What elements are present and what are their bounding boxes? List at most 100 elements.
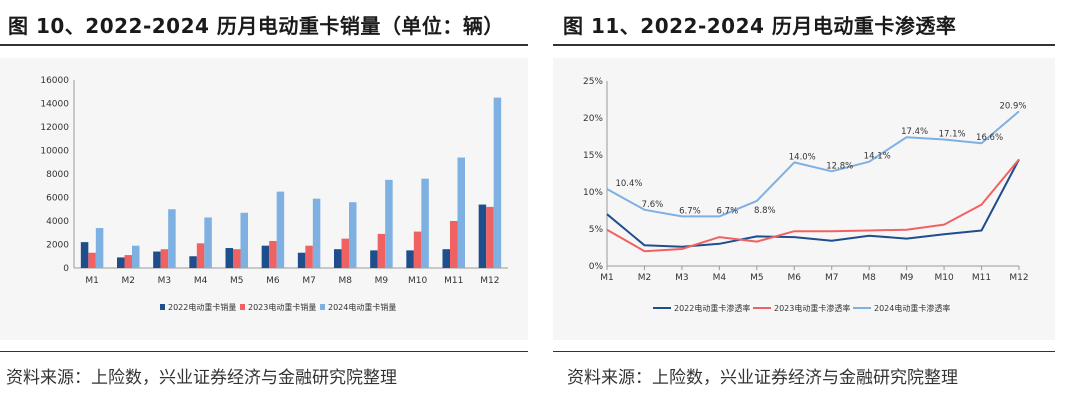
bar-2023电动重卡销量-M1 [88, 252, 96, 268]
bar-2023电动重卡销量-M3 [160, 249, 169, 268]
title-rule [553, 44, 1055, 46]
bar-2022电动重卡销量-M11 [442, 249, 450, 268]
y-tick-label: 6000 [46, 194, 69, 204]
sales-chart-panel: 图 10、2022-2024 历月电动重卡销量（单位：辆） 0 2000 4000 6… [0, 0, 528, 401]
penetration-chart-panel: 图 11、2022-2024 历月电动重卡渗透率 0% 5% 10% 15% 20% 25… [553, 0, 1080, 401]
x-tick-label: M11 [972, 273, 991, 283]
x-tick-label: M9 [375, 276, 389, 286]
y-tick-label: 25% [583, 77, 603, 87]
y-tick-label: 12000 [40, 123, 69, 133]
source-rule [0, 351, 528, 352]
bar-2023电动重卡销量-M11 [450, 221, 458, 268]
y-tick-label: 8000 [46, 170, 69, 180]
x-tick-label: M6 [788, 273, 802, 283]
data-label: 16.6% [976, 133, 1003, 143]
bar-2023电动重卡销量-M8 [341, 238, 349, 268]
bar-2022电动重卡销量-M8 [334, 249, 342, 268]
bar-2023电动重卡销量-M10 [413, 231, 422, 268]
legend-label: 2022电动重卡销量 [168, 302, 236, 312]
legend-label: 2023电动重卡销量 [248, 302, 316, 312]
legend-label: 2023电动重卡渗透率 [774, 303, 850, 313]
x-tick-label: M8 [339, 276, 353, 286]
bar-2024电动重卡销量-M12 [493, 97, 502, 268]
x-tick-label: M10 [934, 273, 953, 283]
bar-2022电动重卡销量-M9 [370, 250, 378, 268]
bar-2022电动重卡销量-M2 [117, 257, 125, 268]
legend-label: 2024电动重卡渗透率 [874, 303, 950, 313]
bar-2024电动重卡销量-M4 [204, 217, 212, 268]
line-2023电动重卡渗透率 [606, 158, 1020, 253]
x-tick-label: M2 [122, 276, 136, 286]
bar-2022电动重卡销量-M5 [225, 248, 233, 268]
y-tick-label: 2000 [46, 241, 69, 251]
sales-chart-title: 图 10、2022-2024 历月电动重卡销量（单位：辆） [8, 14, 504, 38]
bar-2024电动重卡销量-M8 [349, 202, 357, 268]
y-tick-label: 16000 [40, 76, 69, 86]
bar-2022电动重卡销量-M4 [189, 256, 197, 268]
bar-2022电动重卡销量-M1 [80, 242, 89, 268]
bar-2023电动重卡销量-M7 [305, 245, 313, 268]
x-tick-label: M7 [825, 273, 839, 283]
bar-2022电动重卡销量-M7 [297, 252, 306, 268]
bar-2024电动重卡销量-M2 [132, 245, 140, 268]
y-tick-label: 4000 [46, 217, 69, 227]
data-label: 6.7% [679, 206, 701, 216]
data-label: 7.6% [642, 200, 664, 210]
y-tick-label: 15% [583, 151, 603, 161]
title-rule [0, 44, 528, 46]
bar-2024电动重卡销量-M6 [276, 191, 285, 268]
x-tick-label: M6 [266, 276, 280, 286]
bar-2023电动重卡销量-M2 [124, 255, 132, 268]
bar-2022电动重卡销量-M6 [261, 245, 270, 268]
x-tick-label: M3 [675, 273, 689, 283]
sales-chart-source: 资料来源：上险数，兴业证券经济与金融研究院整理 [6, 368, 397, 388]
legend-label: 2024电动重卡销量 [328, 302, 396, 312]
data-label: 17.1% [939, 129, 966, 139]
legend-label: 2022电动重卡渗透率 [674, 303, 750, 313]
x-tick-label: M2 [638, 273, 652, 283]
bar-2024电动重卡销量-M7 [312, 198, 321, 268]
data-label: 14.0% [789, 152, 816, 162]
bar-2023电动重卡销量-M9 [377, 233, 386, 268]
legend-swatch-2022电动重卡销量 [160, 304, 165, 310]
data-label: 12.8% [826, 161, 853, 171]
y-tick-label: 10000 [40, 147, 69, 157]
data-label: 14.1% [864, 152, 891, 162]
source-rule [553, 351, 1055, 352]
bar-2024电动重卡销量-M10 [421, 178, 429, 268]
bar-2022电动重卡销量-M3 [153, 251, 161, 268]
bar-2024电动重卡销量-M9 [385, 179, 393, 268]
y-tick-label: 20% [583, 114, 603, 124]
sales-plot-background [0, 58, 528, 340]
bar-2024电动重卡销量-M5 [240, 212, 248, 268]
penetration-plot-background [553, 58, 1055, 340]
bar-2023电动重卡销量-M12 [486, 206, 494, 268]
y-tick-label: 5% [589, 225, 604, 235]
x-tick-label: M3 [158, 276, 172, 286]
line-2022电动重卡渗透率 [606, 158, 1020, 248]
x-tick-label: M8 [862, 273, 876, 283]
x-tick-label: M5 [230, 276, 244, 286]
y-tick-label: 10% [583, 188, 603, 198]
legend-swatch-2024电动重卡销量 [320, 304, 325, 310]
penetration-chart-source: 资料来源：上险数，兴业证券经济与金融研究院整理 [567, 368, 958, 388]
y-tick-label: 14000 [40, 100, 69, 110]
x-tick-label: M12 [1009, 273, 1028, 283]
bar-2023电动重卡销量-M6 [269, 240, 277, 268]
bar-2022电动重卡销量-M10 [406, 250, 414, 268]
legend-swatch-2023电动重卡销量 [240, 304, 245, 310]
penetration-line-chart: 0% 5% 10% 15% 20% 25% M1 M2 M3 M4 M5 M6 M7 M8 M9 M10 M11… [583, 77, 1029, 313]
bar-2023电动重卡销量-M4 [196, 243, 205, 268]
x-tick-label: M1 [85, 276, 99, 286]
x-tick-label: M7 [302, 276, 316, 286]
x-tick-label: M5 [750, 273, 764, 283]
x-tick-label: M11 [444, 276, 463, 286]
x-tick-label: M4 [713, 273, 727, 283]
x-tick-label: M10 [408, 276, 427, 286]
x-tick-label: M1 [600, 273, 614, 283]
sales-bar-chart: 0 2000 4000 6000 8000 10000 12000 14000 16000 M1 M… [40, 76, 508, 312]
data-label: 20.9% [999, 101, 1026, 111]
data-label: 17.4% [901, 127, 928, 137]
x-tick-label: M9 [900, 273, 914, 283]
penetration-chart-title: 图 11、2022-2024 历月电动重卡渗透率 [563, 14, 957, 38]
